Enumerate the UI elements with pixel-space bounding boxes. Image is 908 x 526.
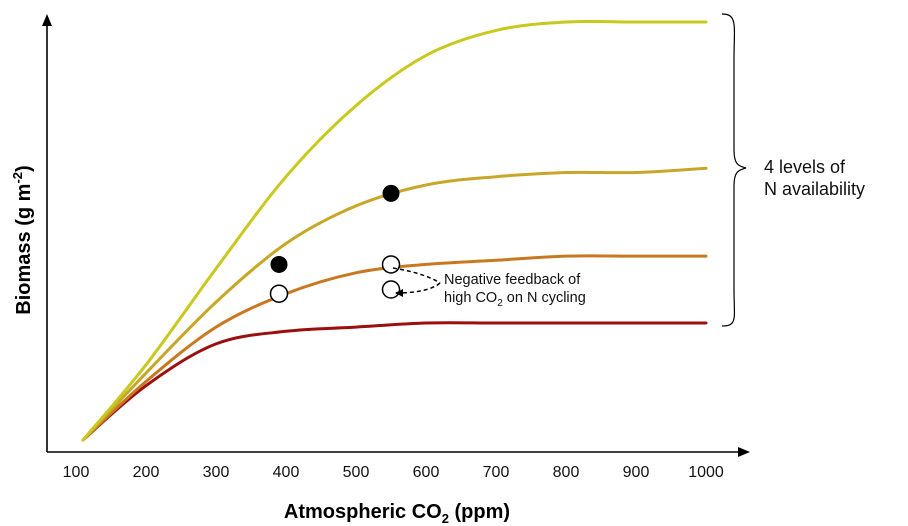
bracket-label-line-1: 4 levels of (764, 157, 846, 177)
x-tick-label: 100 (63, 464, 90, 481)
series-high-n (81, 166, 708, 442)
x-tick-label: 700 (483, 464, 510, 481)
x-tick-label: 1000 (688, 464, 724, 481)
feedback-annotation: Negative feedback of high CO2 on N cycli… (392, 267, 586, 309)
curves (81, 19, 708, 442)
x-tick-label: 500 (343, 464, 370, 481)
open-point (381, 255, 401, 274)
bracket-label-line-2: N availability (764, 179, 865, 199)
x-axis-title: Atmospheric CO2 (ppm) (284, 501, 510, 526)
x-tick-label: 200 (133, 464, 160, 481)
n-levels-bracket (721, 13, 747, 327)
feedback-arrow-lower (395, 282, 441, 297)
filled-point (382, 184, 400, 202)
x-tick-label: 600 (413, 464, 440, 481)
x-tick-label: 400 (273, 464, 300, 481)
x-tick-label: 800 (553, 464, 580, 481)
y-axis-title: Biomass (g m-2) (10, 165, 35, 314)
points (269, 184, 401, 303)
open-point (381, 280, 401, 299)
feedback-arrow-upper (392, 267, 441, 284)
series-low-n (81, 321, 708, 442)
feedback-line-2: high CO2 on N cycling (444, 290, 586, 309)
series-highest-n (81, 19, 708, 442)
x-tick-label: 300 (203, 464, 230, 481)
feedback-line-1: Negative feedback of (444, 272, 581, 288)
filled-point (270, 255, 288, 273)
open-point (269, 284, 289, 303)
x-tick-labels: 100 200 300 400 500 600 700 800 900 1000 (63, 464, 724, 481)
x-tick-label: 900 (623, 464, 650, 481)
